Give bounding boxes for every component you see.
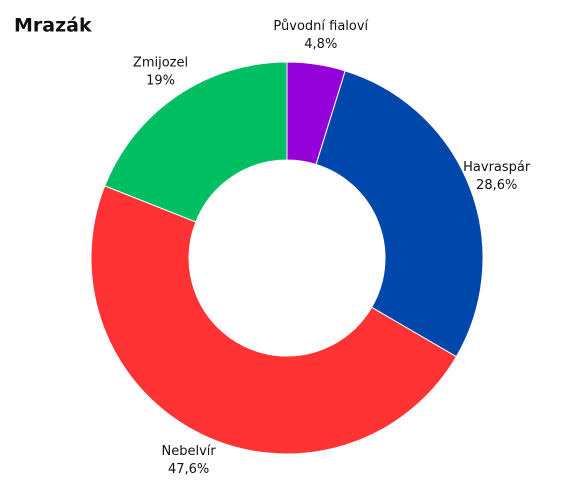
slice-label: Původní fialoví [273, 19, 368, 34]
donut-slice [315, 70, 484, 358]
chart-title: Mrazák [14, 15, 92, 37]
slice-value-label: 47,6% [168, 462, 209, 477]
slice-value-label: 28,6% [476, 178, 517, 193]
slice-label: Nebelvír [162, 444, 217, 459]
donut-slice [90, 185, 458, 455]
slice-value-label: 4,8% [304, 37, 337, 52]
donut-slice [104, 61, 288, 223]
slice-label: Zmijozel [133, 55, 188, 70]
slice-label: Havraspár [463, 160, 531, 175]
slice-value-label: 19% [146, 73, 175, 88]
